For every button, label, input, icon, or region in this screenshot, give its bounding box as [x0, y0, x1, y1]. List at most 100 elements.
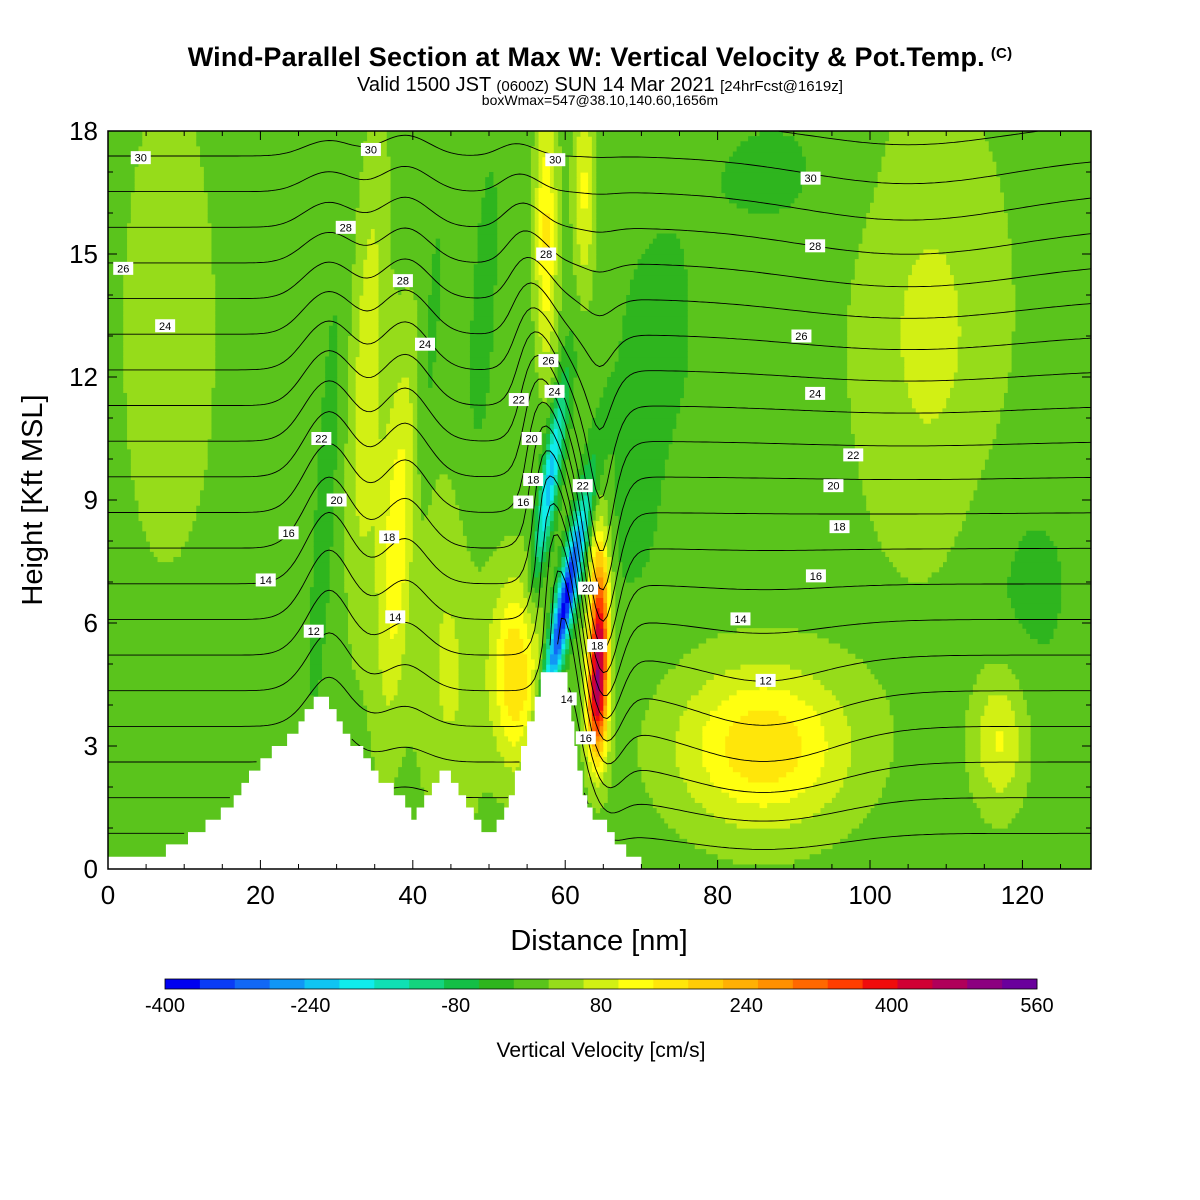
field-cell: [431, 489, 456, 496]
field-cell: [679, 766, 707, 773]
field-cell: [538, 464, 543, 470]
colorbar-swatch: [165, 979, 201, 989]
field-cell: [603, 725, 608, 732]
field-cell: [500, 715, 513, 721]
field-cell: [481, 566, 528, 573]
field-cell: [492, 725, 505, 732]
field-cell: [485, 674, 498, 680]
field-cell: [546, 669, 551, 675]
colorbar-swatch: [723, 979, 759, 989]
field-cell: [565, 520, 570, 527]
field-cell: [351, 264, 364, 270]
field-cell: [348, 341, 361, 347]
field-cell: [348, 387, 357, 393]
field-cell: [576, 192, 582, 199]
x-tick-label: 120: [1001, 880, 1044, 910]
field-cell: [527, 710, 532, 716]
colorbar-swatch: [688, 979, 724, 989]
field-cell: [561, 346, 574, 352]
field-cell: [904, 377, 955, 383]
field-cell: [435, 479, 452, 486]
field-cell: [603, 566, 608, 573]
field-cell: [569, 177, 578, 183]
field-cell: [565, 438, 570, 445]
field-cell: [557, 551, 562, 557]
field-cell: [348, 346, 361, 352]
field-cell: [348, 402, 357, 409]
field-cell: [588, 669, 593, 675]
field-cell: [580, 566, 585, 573]
field-cell: [542, 453, 547, 460]
field-cell: [549, 617, 555, 624]
field-cell: [557, 213, 562, 219]
field-cell: [565, 556, 570, 563]
field-cell: [561, 530, 566, 537]
field-cell: [603, 735, 608, 742]
field-cell: [576, 177, 582, 183]
field-cell: [607, 658, 612, 665]
field-cell: [138, 505, 197, 511]
field-cell: [576, 156, 593, 163]
field-cell: [416, 751, 502, 757]
field-cell: [538, 489, 543, 496]
field-cell: [439, 689, 460, 696]
field-cell: [687, 699, 723, 706]
field-cell: [576, 141, 593, 147]
field-cell: [359, 202, 391, 209]
field-cell: [820, 679, 879, 686]
field-cell: [458, 694, 490, 701]
field-cell: [351, 664, 380, 670]
field-cell: [561, 664, 566, 670]
contour-label: 12: [755, 673, 776, 687]
field-cell: [382, 669, 402, 675]
field-cell: [854, 433, 997, 440]
field-cell: [348, 407, 357, 414]
field-cell: [576, 233, 593, 240]
field-cell: [702, 735, 726, 742]
field-cell: [553, 412, 559, 419]
field-cell: [534, 679, 540, 686]
field-cell: [530, 151, 540, 158]
field-cell: [1014, 715, 1031, 721]
field-cell: [976, 674, 1016, 680]
contour-label-text: 24: [159, 321, 171, 333]
field-cell: [454, 628, 490, 634]
field-cell: [610, 638, 616, 645]
field-cell: [561, 423, 566, 429]
field-cell: [409, 607, 494, 614]
field-cell: [374, 525, 387, 532]
field-cell: [645, 710, 684, 716]
field-cell: [565, 551, 570, 557]
field-cell: [500, 617, 524, 624]
field-cell: [843, 781, 886, 788]
field-cell: [546, 525, 551, 532]
contour-label-text: 14: [734, 614, 746, 626]
field-cell: [576, 494, 582, 501]
field-cell: [565, 658, 570, 665]
field-cell: [565, 418, 570, 424]
field-cell: [591, 500, 597, 506]
field-cell: [930, 418, 1001, 424]
field-cell: [458, 684, 486, 691]
field-cell: [481, 207, 498, 214]
field-cell: [351, 325, 361, 332]
field-cell: [534, 187, 540, 194]
field-cell: [679, 833, 848, 839]
field-cell: [591, 213, 597, 219]
field-cell: [401, 664, 441, 670]
field-cell: [553, 223, 559, 229]
field-cell: [595, 525, 608, 532]
field-cell: [367, 131, 387, 137]
field-cell: [599, 730, 604, 737]
field-cell: [862, 228, 1008, 235]
field-cell: [561, 377, 570, 383]
field-cell: [397, 448, 406, 455]
field-cell: [843, 705, 890, 711]
field-cell: [309, 597, 330, 604]
field-cell: [538, 136, 555, 142]
isentrope-line: [108, 196, 1092, 255]
field-cell: [359, 192, 391, 199]
field-cell: [584, 638, 589, 645]
field-cell: [382, 684, 399, 691]
field-cell: [538, 541, 543, 547]
